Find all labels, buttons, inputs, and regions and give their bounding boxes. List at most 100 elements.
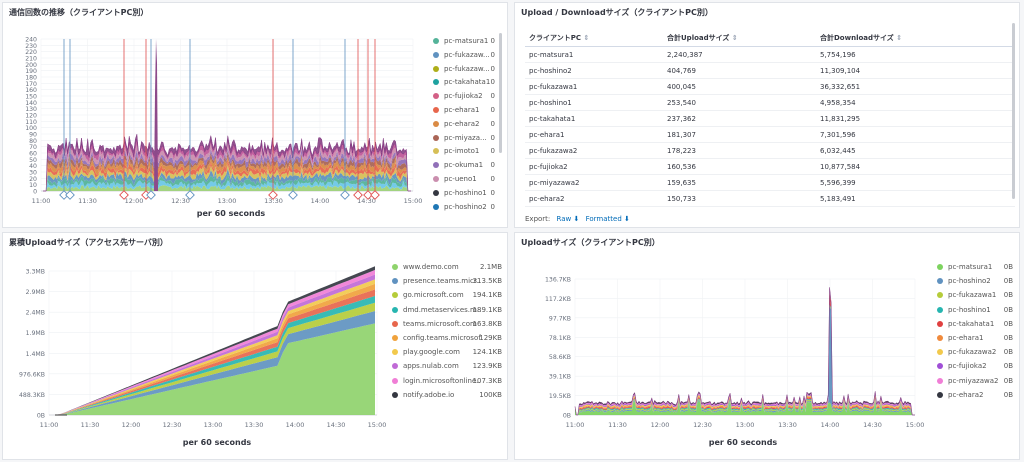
legend-label: play.google.com bbox=[403, 348, 460, 357]
x-tick-label: 12:30 bbox=[163, 421, 182, 429]
legend-item[interactable]: pc-ehara2 0 bbox=[433, 118, 495, 130]
legend-item[interactable]: login.microsoftonline... 107.3KB bbox=[392, 375, 502, 387]
col-header-pc[interactable]: クライアントPC ⇕ bbox=[525, 29, 663, 47]
x-tick-label: 14:00 bbox=[821, 421, 840, 429]
legend-value: 0B bbox=[1003, 277, 1013, 286]
legend-value: 0B bbox=[1003, 291, 1013, 300]
legend-item[interactable]: pc-fukazawa1 0B bbox=[937, 289, 1013, 301]
export-formatted-link[interactable]: Formatted ⬇ bbox=[585, 215, 630, 223]
legend-item[interactable]: pc-miyaza... 0 bbox=[433, 132, 495, 144]
annotation-marker-icon[interactable] bbox=[340, 190, 350, 200]
col-header-upload[interactable]: 合計Uploadサイズ ⇕ bbox=[663, 29, 816, 47]
legend-item[interactable]: pc-imoto1 0 bbox=[433, 145, 495, 157]
legend-value: 0 bbox=[490, 92, 495, 101]
legend-item[interactable]: play.google.com 124.1KB bbox=[392, 346, 502, 358]
annotation-marker-icon[interactable] bbox=[119, 190, 129, 200]
legend-item[interactable]: pc-hoshino2 0B bbox=[937, 275, 1013, 287]
legend-item[interactable]: pc-hoshino1 0B bbox=[937, 304, 1013, 316]
comm-count-title: 通信回数の推移（クライアントPC別） bbox=[9, 8, 149, 17]
legend-item[interactable]: www.demo.com 2.1MB bbox=[392, 261, 502, 273]
y-tick-label: 70 bbox=[29, 144, 37, 151]
table-row: pc-fujioka2 160,536 10,877,584 bbox=[525, 158, 1015, 175]
legend-item[interactable]: pc-fukazawa2 0B bbox=[937, 346, 1013, 358]
legend-dot-icon bbox=[433, 203, 439, 210]
legend-item[interactable]: pc-ehara1 0B bbox=[937, 332, 1013, 344]
legend-value: 194.1KB bbox=[472, 291, 502, 300]
y-tick-label: 150 bbox=[25, 94, 37, 101]
legend-value: 123.9KB bbox=[472, 362, 502, 371]
cell-pc: pc-matsura1 bbox=[525, 46, 663, 63]
legend-value: 0B bbox=[1003, 263, 1013, 271]
y-tick-label: 140 bbox=[25, 100, 37, 107]
annotation-marker-icon[interactable] bbox=[288, 190, 298, 200]
legend-item[interactable]: pc-hoshino2 0 bbox=[433, 201, 495, 213]
legend-dot-icon bbox=[433, 79, 439, 86]
legend-item[interactable]: pc-takahata1 0 bbox=[433, 76, 495, 88]
x-tick-label: 13:00 bbox=[736, 421, 755, 429]
annotation-marker-icon[interactable] bbox=[370, 190, 380, 200]
x-tick-label: 13:30 bbox=[245, 421, 264, 429]
legend-value: 189.1KB bbox=[472, 305, 502, 314]
cell-upload: 237,362 bbox=[663, 110, 816, 127]
legend-item[interactable]: pc-fujioka2 0B bbox=[937, 360, 1013, 372]
x-tick-label: 15:00 bbox=[404, 197, 423, 205]
series-area bbox=[575, 305, 915, 415]
legend-item[interactable]: pc-miyazawa2 0B bbox=[937, 375, 1013, 387]
legend-item[interactable]: pc-hoshino1 0 bbox=[433, 187, 495, 199]
legend-item[interactable]: pc-okuma1 0 bbox=[433, 159, 495, 171]
annotation-marker-icon[interactable] bbox=[65, 190, 75, 200]
table-row: pc-fukazawa1 400,045 36,332,651 bbox=[525, 78, 1015, 95]
annotation-marker-icon[interactable] bbox=[146, 190, 156, 200]
cumulative-legend: www.demo.com 2.1MB presence.teams.micr... 3… bbox=[392, 261, 502, 411]
x-tick-label: 14:30 bbox=[357, 197, 376, 205]
legend-item[interactable]: pc-matsura1 0B bbox=[937, 261, 1013, 273]
legend-label: pc-hoshino1 bbox=[948, 305, 991, 314]
legend-item[interactable]: pc-ehara1 0 bbox=[433, 104, 495, 116]
legend-item[interactable]: config.teams.microsoft...129KB bbox=[392, 332, 502, 344]
annotation-marker-icon[interactable] bbox=[141, 190, 151, 200]
legend-dot-icon bbox=[433, 148, 439, 155]
legend-label: pc-ehara2 bbox=[444, 119, 480, 128]
legend-label: login.microsoftonline... bbox=[403, 376, 481, 385]
legend-item[interactable]: pc-matsura1 0 bbox=[433, 35, 495, 47]
series-area bbox=[43, 159, 411, 191]
legend-item[interactable]: pc-fukazaw... 0 bbox=[433, 49, 495, 61]
table-row: pc-fukazawa2 178,223 6,032,445 bbox=[525, 142, 1015, 159]
annotation-marker-icon[interactable] bbox=[268, 190, 278, 200]
legend-item[interactable]: presence.teams.micr... 313.5KB bbox=[392, 275, 502, 287]
legend-item[interactable]: pc-ehara2 0B bbox=[937, 389, 1013, 401]
export-raw-link[interactable]: Raw ⬇ bbox=[556, 215, 580, 223]
col-header-download[interactable]: 合計Downloadサイズ ⇕ bbox=[816, 29, 1015, 47]
cell-pc: pc-takahata1 bbox=[525, 110, 663, 127]
legend-item[interactable]: pc-takahata1 0B bbox=[937, 318, 1013, 330]
legend-item[interactable]: notify.adobe.io 100KB bbox=[392, 389, 502, 401]
legend-item[interactable]: go.microsoft.com 194.1KB bbox=[392, 289, 502, 301]
annotation-marker-icon[interactable] bbox=[363, 190, 373, 200]
series-area bbox=[43, 134, 411, 192]
comm-legend-scrollbar[interactable] bbox=[499, 33, 502, 153]
legend-label: pc-fukazaw... bbox=[444, 64, 490, 73]
series-area bbox=[55, 279, 375, 415]
x-tick-label: 13:30 bbox=[778, 421, 797, 429]
legend-label: pc-ehara1 bbox=[948, 334, 984, 342]
legend-item[interactable]: dmd.metaservices.m... 189.1KB bbox=[392, 304, 502, 316]
x-tick-label: 13:00 bbox=[204, 421, 223, 429]
legend-item[interactable]: apps.nulab.com 123.9KB bbox=[392, 360, 502, 372]
annotation-marker-icon[interactable] bbox=[59, 190, 69, 200]
annotation-marker-icon[interactable] bbox=[185, 190, 195, 200]
cell-upload: 150,733 bbox=[663, 190, 816, 207]
legend-item[interactable]: pc-fujioka2 0 bbox=[433, 90, 495, 102]
legend-item[interactable]: pc-fukazaw... 0 bbox=[433, 63, 495, 75]
annotation-marker-icon[interactable] bbox=[353, 190, 363, 200]
y-tick-label: 10 bbox=[29, 182, 37, 189]
x-tick-label: 11:00 bbox=[566, 421, 585, 429]
y-tick-label: 210 bbox=[25, 56, 37, 63]
y-tick-label: 180 bbox=[25, 75, 37, 82]
legend-item[interactable]: pc-ueno1 0 bbox=[433, 173, 495, 185]
legend-dot-icon bbox=[392, 391, 398, 398]
table-scrollbar[interactable] bbox=[1012, 23, 1015, 199]
legend-item[interactable]: teams.microsoft.com 163.8KB bbox=[392, 318, 502, 330]
upload-size-chart: 0B 19.5KB 39.1KB 58.6KB 78.1KB 97.7KB 117.2KB 1… bbox=[545, 277, 924, 448]
series-area bbox=[43, 168, 411, 191]
legend-dot-icon bbox=[937, 320, 943, 327]
